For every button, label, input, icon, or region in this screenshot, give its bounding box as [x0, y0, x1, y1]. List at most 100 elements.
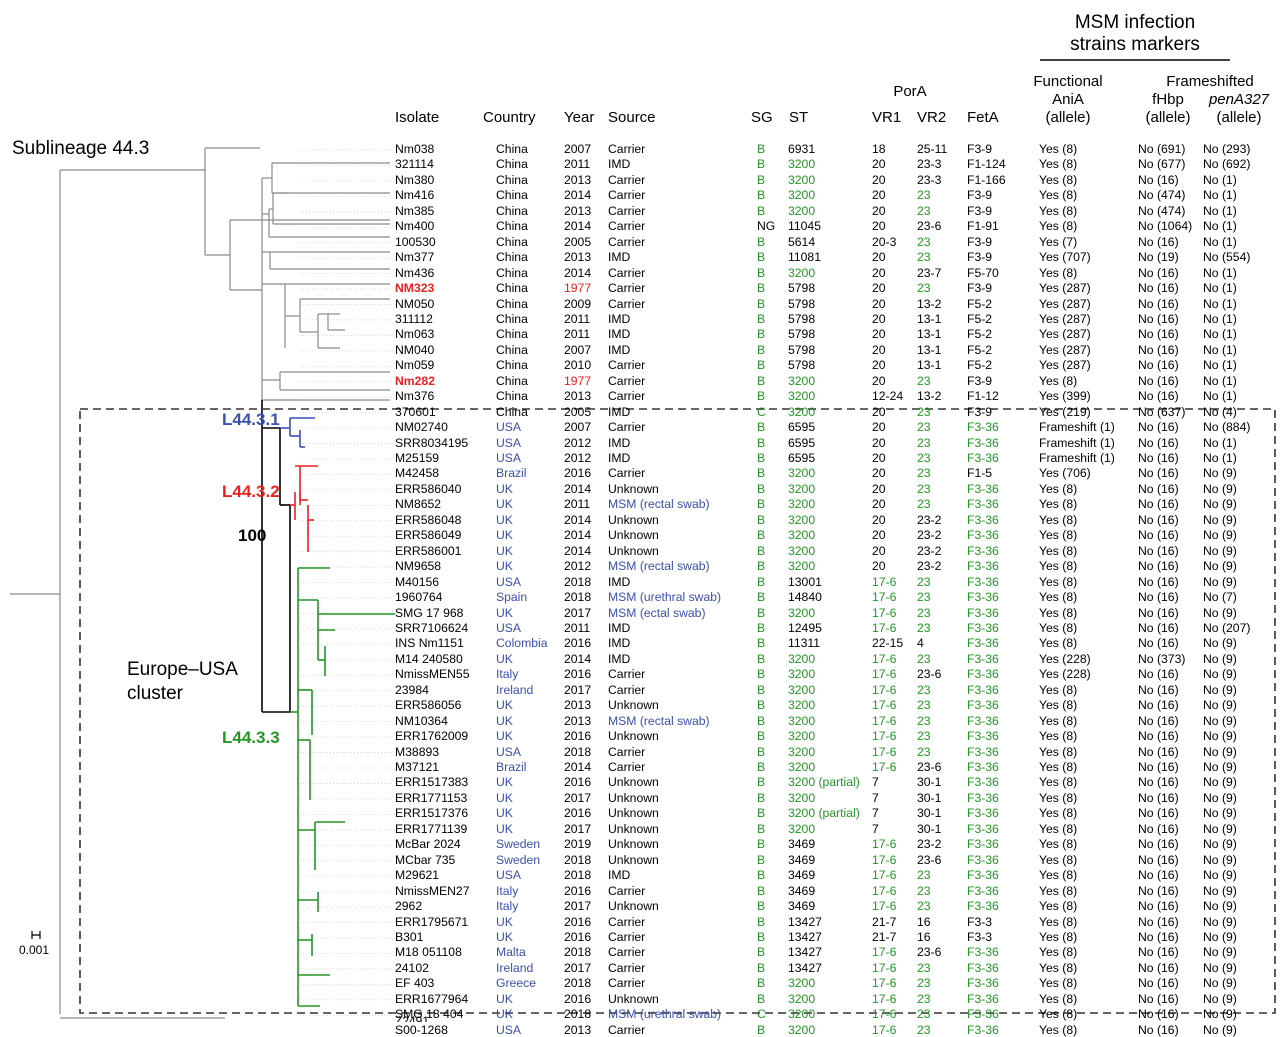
cell-vr2: 23: [917, 420, 931, 435]
cell-year: 2017: [564, 821, 592, 836]
cell-ania: Yes (8): [1039, 497, 1078, 512]
cell-year: 2018: [564, 574, 592, 589]
cell-year: 2016: [564, 667, 592, 682]
cell-isolate: Nm380: [395, 172, 435, 187]
cell-st: 13427: [788, 960, 822, 975]
cell-ania: Yes (8): [1039, 729, 1078, 744]
cell-year: 2005: [564, 404, 592, 419]
cell-country: Italy: [496, 899, 519, 914]
cell-country: Ireland: [496, 682, 534, 697]
cell-feta: F3-36: [967, 574, 999, 589]
cell-st: 5798: [788, 327, 816, 342]
markers-title-line1: MSM infection: [1074, 12, 1196, 33]
cell-vr2: 16: [917, 929, 931, 944]
cell-feta: F3-36: [967, 1022, 999, 1037]
cell-vr2: 13-1: [917, 342, 942, 357]
cell-st: 3200: [788, 682, 816, 697]
cell-pena: No (1): [1203, 358, 1237, 373]
cell-vr1: 20: [872, 281, 886, 296]
cell-pena: No (1): [1203, 281, 1237, 296]
cell-source: IMD: [608, 868, 631, 883]
header-pena-line2: (allele): [1216, 109, 1262, 126]
cell-feta: F1-124: [967, 157, 1006, 172]
cell-pena: No (9): [1203, 821, 1237, 836]
cell-st: 3200: [788, 466, 816, 481]
cell-sg: B: [757, 667, 766, 682]
cell-vr2: 23: [917, 497, 931, 512]
cell-feta: F5-2: [967, 311, 993, 326]
cell-sg: B: [757, 296, 766, 311]
cell-vr1: 17-6: [872, 744, 897, 759]
cell-vr2: 23: [917, 883, 931, 898]
cell-ania: Yes (8): [1039, 157, 1078, 172]
cell-source: Carrier: [608, 142, 646, 156]
cell-fhbp: No (16): [1138, 281, 1179, 296]
cell-source: IMD: [608, 404, 631, 419]
cell-vr1: 21-7: [872, 914, 897, 929]
cell-source: Carrier: [608, 265, 646, 280]
cell-source: Carrier: [608, 914, 646, 929]
cell-vr2: 23-7: [917, 265, 942, 280]
cell-ania: Yes (287): [1039, 358, 1091, 373]
cell-year: 2007: [564, 342, 592, 357]
cell-year: 2013: [564, 250, 592, 265]
cell-vr2: 23: [917, 373, 931, 388]
cell-vr1: 17-6: [872, 852, 897, 867]
cell-country: China: [496, 404, 528, 419]
cell-isolate: Nm282: [395, 373, 435, 388]
cell-source: Unknown: [608, 543, 659, 558]
cell-pena: No (9): [1203, 713, 1237, 728]
cell-ania: Yes (8): [1039, 481, 1078, 496]
cell-pena: No (9): [1203, 667, 1237, 682]
cell-fhbp: No (16): [1138, 342, 1179, 357]
cell-pena: No (9): [1203, 883, 1237, 898]
cell-st: 3200: [788, 543, 816, 558]
cell-isolate: ERR586040: [395, 481, 462, 496]
cell-pena: No (9): [1203, 605, 1237, 620]
cell-vr2: 23: [917, 435, 931, 450]
cell-ania: Yes (8): [1039, 620, 1078, 635]
cell-ania: Yes (8): [1039, 945, 1078, 960]
cell-vr1: 20: [872, 188, 886, 203]
cell-vr2: 23: [917, 1007, 931, 1022]
cell-pena: No (1): [1203, 219, 1237, 234]
cell-fhbp: No (16): [1138, 636, 1179, 651]
cell-pena: No (1): [1203, 373, 1237, 388]
cell-year: 2017: [564, 960, 592, 975]
cell-vr2: 23: [917, 590, 931, 605]
cell-vr1: 20: [872, 435, 886, 450]
cell-vr2: 23: [917, 698, 931, 713]
cell-vr2: 13-2: [917, 389, 942, 404]
cell-feta: F3-36: [967, 420, 999, 435]
cell-ania: Yes (8): [1039, 899, 1078, 914]
cell-fhbp: No (16): [1138, 929, 1179, 944]
cell-country: UK: [496, 929, 513, 944]
cell-st: 5614: [788, 234, 816, 249]
cell-feta: F3-9: [967, 404, 993, 419]
cell-vr1: 20: [872, 172, 886, 187]
cell-feta: F3-36: [967, 481, 999, 496]
cell-vr1: 17-6: [872, 682, 897, 697]
cell-source: Unknown: [608, 729, 659, 744]
cell-fhbp: No (16): [1138, 729, 1179, 744]
cell-sg: B: [757, 960, 766, 975]
cell-feta: F3-36: [967, 605, 999, 620]
cell-vr1: 17-6: [872, 620, 897, 635]
cell-year: 2014: [564, 528, 592, 543]
cell-isolate: ERR586048: [395, 512, 462, 527]
cell-country: China: [496, 281, 528, 296]
cell-pena: No (9): [1203, 899, 1237, 914]
cell-pena: No (9): [1203, 528, 1237, 543]
cell-country: China: [496, 172, 528, 187]
cell-st: 13001: [788, 574, 822, 589]
cell-source: Unknown: [608, 899, 659, 914]
cell-feta: F3-36: [967, 713, 999, 728]
cell-fhbp: No (16): [1138, 960, 1179, 975]
cell-vr2: 23: [917, 1022, 931, 1037]
cell-country: Brazil: [496, 760, 527, 774]
cell-vr1: 17-6: [872, 899, 897, 914]
cell-feta: F3-36: [967, 543, 999, 558]
cell-st: 14840: [788, 590, 822, 605]
cell-ania: Yes (287): [1039, 311, 1091, 326]
header-feta: FetA: [967, 109, 999, 126]
